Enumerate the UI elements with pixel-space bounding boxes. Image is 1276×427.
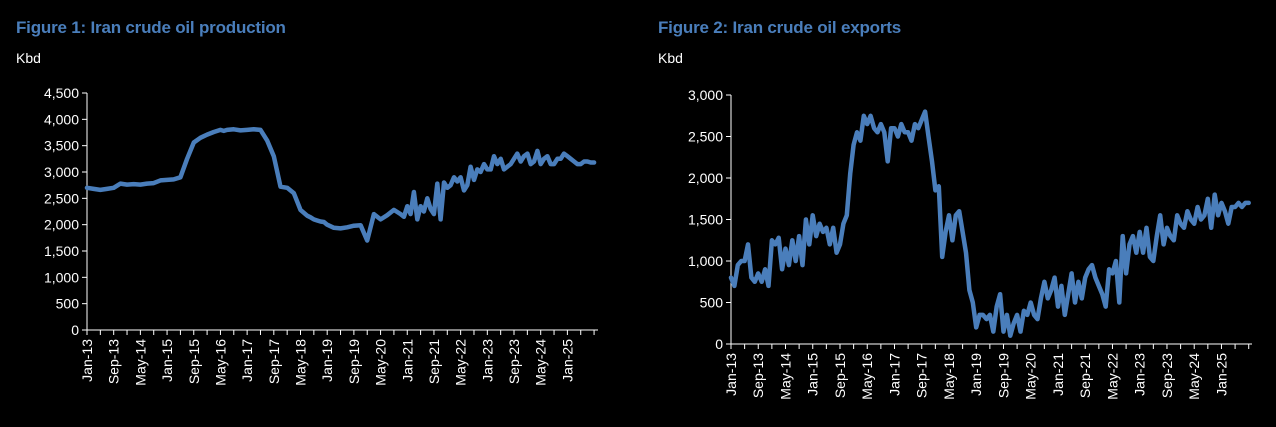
x-tick-label: Jan-23 (1132, 353, 1148, 396)
x-tick-label: Jan-13 (79, 339, 95, 382)
y-axis-unit-label: Kbd (658, 50, 683, 66)
exports-line-chart: 0 500 1,000 1,500 2,000 2,500 3,000 Jan-13 Sep-1… (688, 87, 1252, 400)
x-tick-label: Sep-23 (506, 339, 522, 384)
x-tick-label: Jan-17 (239, 339, 255, 382)
y-tick-label: 2,000 (44, 217, 79, 233)
x-tick-label: Jan-25 (559, 339, 575, 382)
y-tick-label: 4,500 (44, 85, 79, 101)
x-tick-label: Jan-13 (723, 353, 739, 396)
exports-chart-panel: Figure 2: Iran crude oil exports Kbd 0 50… (640, 0, 1276, 427)
x-tick-label: Jan-15 (805, 353, 821, 396)
y-tick-label: 3,000 (688, 87, 723, 103)
x-tick-label: May-20 (1023, 353, 1039, 400)
x-tick-label: Jan-17 (886, 353, 902, 396)
y-tick-label: 1,000 (44, 269, 79, 285)
x-tick-label: Jan-19 (319, 339, 335, 382)
y-tick-label: 0 (71, 322, 79, 338)
y-tick-label: 500 (700, 295, 724, 311)
x-tick-label: Sep-15 (186, 339, 202, 384)
x-tick-label: Sep-21 (426, 339, 442, 384)
x-tick-label: Jan-23 (479, 339, 495, 382)
x-tick-label: May-24 (1186, 353, 1202, 400)
x-tick-label: Sep-17 (914, 353, 930, 398)
x-tick-label: Sep-17 (266, 339, 282, 384)
y-tick-label: 2,000 (688, 170, 723, 186)
x-tick-label: Jan-21 (399, 339, 415, 382)
chart-title: Figure 1: Iran crude oil production (16, 18, 286, 37)
x-tick-label: Jan-25 (1213, 353, 1229, 396)
y-axis-unit-label: Kbd (16, 50, 41, 66)
x-tick-label: May-16 (859, 353, 875, 400)
y-tick-label: 1,500 (688, 212, 723, 228)
y-tick-label: 2,500 (44, 190, 79, 206)
x-tick-label: Sep-21 (1077, 353, 1093, 398)
chart-title: Figure 2: Iran crude oil exports (658, 18, 901, 37)
series-line (84, 127, 597, 243)
x-tick-label: May-24 (533, 339, 549, 386)
y-tick-label: 500 (56, 296, 80, 312)
y-tick-label: 3,500 (44, 138, 79, 154)
production-line-chart: 0 500 1,000 1,500 2,000 2,500 3,000 3,500 4,000 4… (44, 85, 598, 386)
x-tick-label: May-22 (1104, 353, 1120, 400)
x-tick-label: Jan-15 (159, 339, 175, 382)
x-tick-label: Sep-23 (1159, 353, 1175, 398)
x-tick-label: Sep-13 (106, 339, 122, 384)
x-tick-label: May-18 (941, 353, 957, 400)
y-tick-label: 2,500 (688, 129, 723, 145)
x-tick-label: May-14 (132, 339, 148, 386)
x-tick-label: Sep-13 (750, 353, 766, 398)
x-tick-label: May-22 (453, 339, 469, 386)
y-tick-label: 1,000 (688, 253, 723, 269)
production-chart-panel: Figure 1: Iran crude oil production Kbd … (0, 0, 620, 427)
series-line (728, 109, 1251, 338)
y-tick-label: 4,000 (44, 111, 79, 127)
x-tick-label: May-18 (293, 339, 309, 386)
x-tick-label: Sep-19 (346, 339, 362, 384)
y-tick-label: 3,000 (44, 164, 79, 180)
y-tick-label: 1,500 (44, 243, 79, 259)
x-tick-label: May-20 (373, 339, 389, 386)
x-tick-label: Jan-19 (968, 353, 984, 396)
x-tick-label: May-14 (777, 353, 793, 400)
x-tick-label: Sep-15 (832, 353, 848, 398)
x-tick-label: Jan-21 (1050, 353, 1066, 396)
x-tick-label: Sep-19 (995, 353, 1011, 398)
x-tick-label: May-16 (212, 339, 228, 386)
y-tick-label: 0 (715, 336, 723, 352)
